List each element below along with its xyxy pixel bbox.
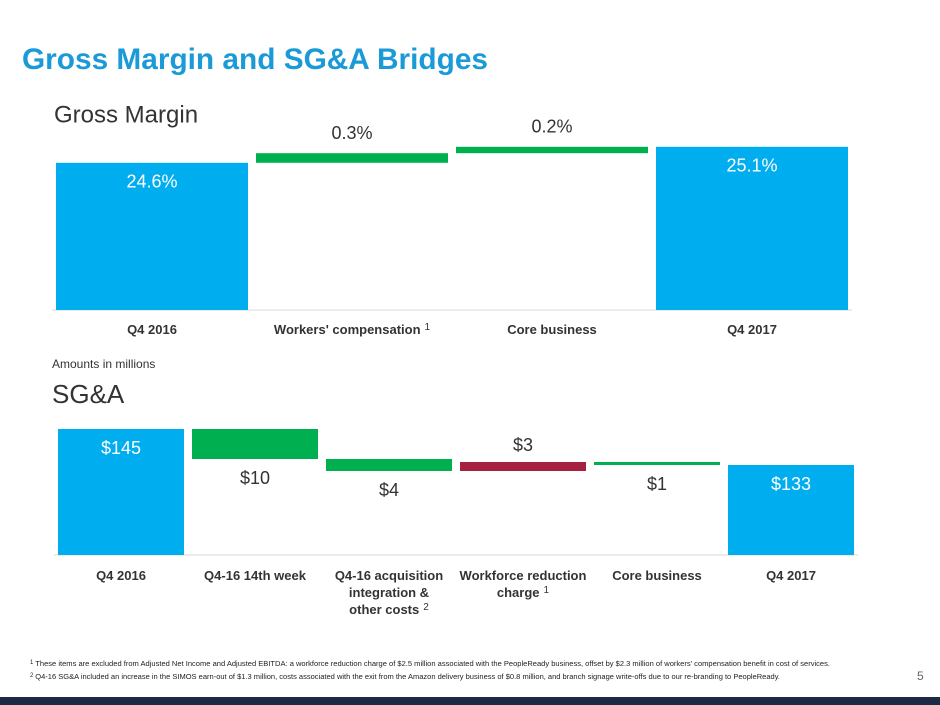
x-tick-label: Q4-16 14th week [204,568,307,583]
bar [456,146,648,154]
bar [594,462,720,465]
footnote-ref: 1 [544,585,550,596]
x-tick-label: Q4 2017 [727,322,777,337]
x-tick-label-text: Workforce reduction [460,568,587,583]
value-label: 25.1% [726,156,777,176]
x-tick-label-text: other costs [349,602,419,617]
x-tick-label-text: Core business [612,568,702,583]
x-tick-label: Workers' compensation 1 [274,322,431,338]
x-tick-label: Q4-16 acquisition [335,568,443,583]
bar [460,462,586,471]
bar [256,153,448,163]
value-label: $133 [771,474,811,494]
footer-bar [0,697,940,705]
footnote-ref: 2 [423,602,429,613]
x-tick-label: charge 1 [497,585,550,601]
footnote-marker: 2 [30,673,34,679]
footnote-text: Q4-16 SG&A included an increase in the S… [35,672,780,681]
x-tick-label-text: Q4 2016 [127,322,177,337]
value-label: $145 [101,438,141,458]
x-tick-label-text: Workers' compensation [274,322,421,337]
value-label: 24.6% [126,172,177,192]
value-label: $3 [513,435,533,455]
footnote-ref: 1 [425,322,431,333]
bar [58,429,184,555]
x-tick-label-text: Q4 2017 [766,568,816,583]
chart-title: Gross Margin [54,101,198,128]
x-tick-label: integration & [349,585,429,600]
x-tick-label: Q4 2016 [96,568,146,583]
x-tick-label: Core business [507,322,597,337]
value-label: 0.2% [531,117,572,137]
x-tick-label-text: Q4-16 14th week [204,568,307,583]
value-label: $1 [647,474,667,494]
x-tick-label-text: charge [497,585,540,600]
footnote: 1 These items are excluded from Adjusted … [30,659,830,668]
bar [728,465,854,555]
chart-title: SG&A [52,379,125,409]
x-tick-label-text: Core business [507,322,597,337]
x-tick-label-text: Q4 2016 [96,568,146,583]
footnotes: 1 These items are excluded from Adjusted … [30,659,830,681]
bar [192,429,318,459]
x-tick-label: Core business [612,568,702,583]
x-tick-label: other costs 2 [349,602,429,618]
x-tick-label-text: Q4 2017 [727,322,777,337]
note: Amounts in millions [52,357,155,371]
footnote: 2 Q4-16 SG&A included an increase in the … [30,672,780,681]
x-tick-label: Q4 2016 [127,322,177,337]
page-number: 5 [917,669,924,683]
footnote-text: These items are excluded from Adjusted N… [35,659,830,668]
slide-title: Gross Margin and SG&A Bridges [22,43,488,76]
value-label: 0.3% [331,123,372,143]
x-tick-label: Workforce reduction [460,568,587,583]
value-label: $10 [240,468,270,488]
x-tick-label-text: integration & [349,585,429,600]
x-tick-label-text: Q4-16 acquisition [335,568,443,583]
bar [326,459,452,471]
bar [56,162,248,310]
footnote-marker: 1 [30,660,34,666]
x-tick-label: Q4 2017 [766,568,816,583]
bar [656,146,848,310]
value-label: $4 [379,480,399,500]
